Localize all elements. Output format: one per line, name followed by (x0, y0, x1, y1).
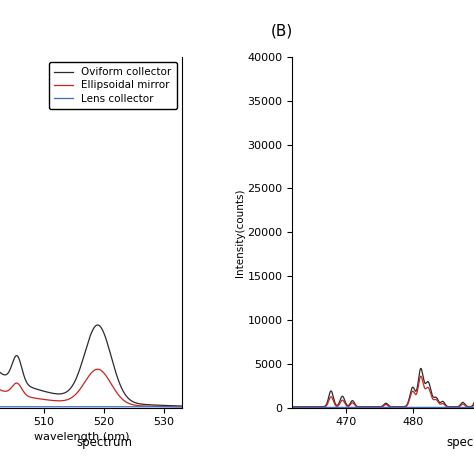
Oviform collector (71, 382, 76, 387)
Lens collector (179, 404, 185, 410)
Lens collector (173, 404, 179, 410)
Oviform collector (76, 369, 82, 375)
Lens collector (71, 404, 76, 410)
Oviform collector (179, 403, 185, 409)
Text: spectrum: spectrum (76, 436, 132, 448)
X-axis label: wavelength (nm): wavelength (nm) (34, 431, 129, 441)
Ellipsoidal mirror (173, 404, 179, 410)
Ellipsoidal mirror (71, 393, 76, 399)
Lens collector (173, 404, 179, 410)
Ellipsoidal mirror (179, 404, 185, 410)
Text: (B): (B) (271, 24, 293, 38)
Text: spec: spec (446, 436, 474, 448)
Ellipsoidal mirror (76, 388, 82, 394)
Oviform collector (173, 403, 179, 409)
Lens collector (76, 404, 82, 410)
Oviform collector (173, 403, 179, 409)
Ellipsoidal mirror (173, 404, 179, 410)
Lens collector (136, 404, 142, 410)
Line: Oviform collector: Oviform collector (0, 39, 182, 406)
Y-axis label: Intensity(counts): Intensity(counts) (235, 188, 245, 276)
Line: Ellipsoidal mirror: Ellipsoidal mirror (0, 150, 182, 407)
Oviform collector (136, 401, 142, 407)
Ellipsoidal mirror (136, 403, 142, 409)
Legend: Oviform collector, Ellipsoidal mirror, Lens collector: Oviform collector, Ellipsoidal mirror, L… (49, 62, 177, 109)
